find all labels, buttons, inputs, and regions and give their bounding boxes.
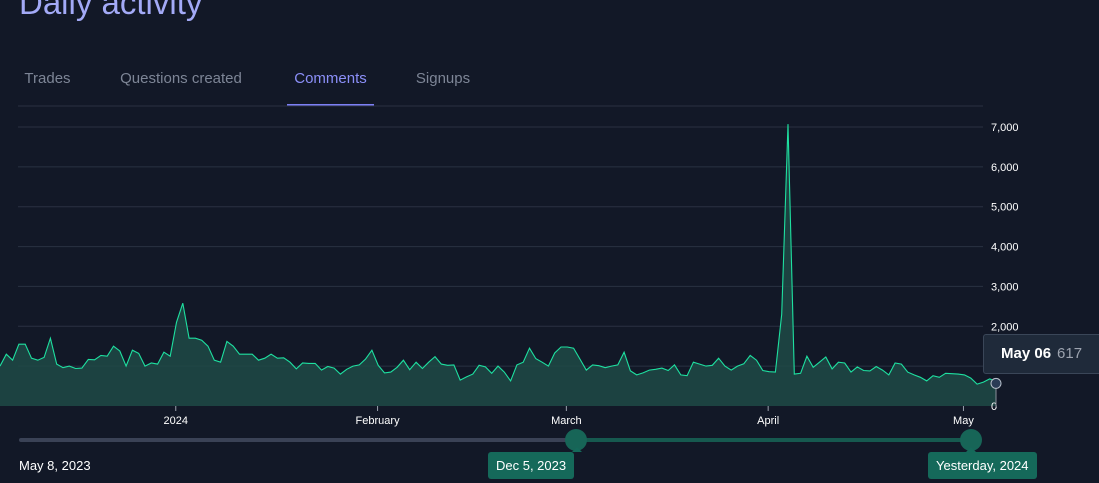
chart-tooltip: May 06 617	[983, 334, 1099, 374]
series-line	[0, 124, 997, 385]
slider-selected-range	[575, 438, 971, 442]
hover-marker	[990, 377, 1002, 407]
to-badge-arrow	[966, 447, 976, 452]
y-tick-label-7: 7,000	[991, 122, 1019, 134]
x-axis: 2024 February March April May	[164, 406, 974, 427]
date-range-slider[interactable]	[19, 429, 982, 451]
y-tick-label-6: 6,000	[991, 162, 1019, 174]
slider-track[interactable]	[19, 438, 971, 442]
chart-area	[0, 124, 997, 406]
from-badge-arrow	[572, 447, 582, 452]
y-tick-label-0: 0	[991, 401, 997, 413]
range-to-badge: Yesterday, 2024	[928, 452, 1037, 479]
x-tick-label-3: April	[757, 415, 779, 427]
x-tick-label-2: March	[551, 415, 582, 427]
y-tick-label-5: 5,000	[991, 202, 1019, 214]
tab-trades[interactable]: Trades	[24, 70, 71, 87]
x-tick-label-4: May	[953, 415, 974, 427]
x-tick-label-1: February	[356, 415, 401, 427]
range-from-badge: Dec 5, 2023	[488, 452, 575, 479]
x-tick-label-0: 2024	[164, 415, 188, 427]
tooltip-date: May 06	[1001, 345, 1052, 362]
page-title: Daily activity	[19, 0, 203, 21]
tab-comments[interactable]: Comments	[287, 64, 374, 106]
hover-point	[990, 377, 1002, 389]
series-area	[0, 124, 996, 406]
chart-grid	[18, 105, 983, 367]
range-min-label: May 8, 2023	[19, 458, 91, 473]
tab-signups[interactable]: Signups	[415, 70, 471, 87]
slider-thumb-end[interactable]	[960, 429, 982, 451]
tab-questions-created[interactable]: Questions created	[120, 70, 242, 87]
slider-thumb-start[interactable]	[564, 429, 587, 451]
tab-bar: Trades Questions created Comments Signup…	[0, 64, 1099, 106]
y-tick-label-4: 4,000	[991, 242, 1019, 254]
tooltip-value: 617	[1057, 345, 1083, 362]
y-tick-label-2: 2,000	[991, 321, 1019, 333]
y-tick-label-3: 3,000	[991, 281, 1019, 293]
